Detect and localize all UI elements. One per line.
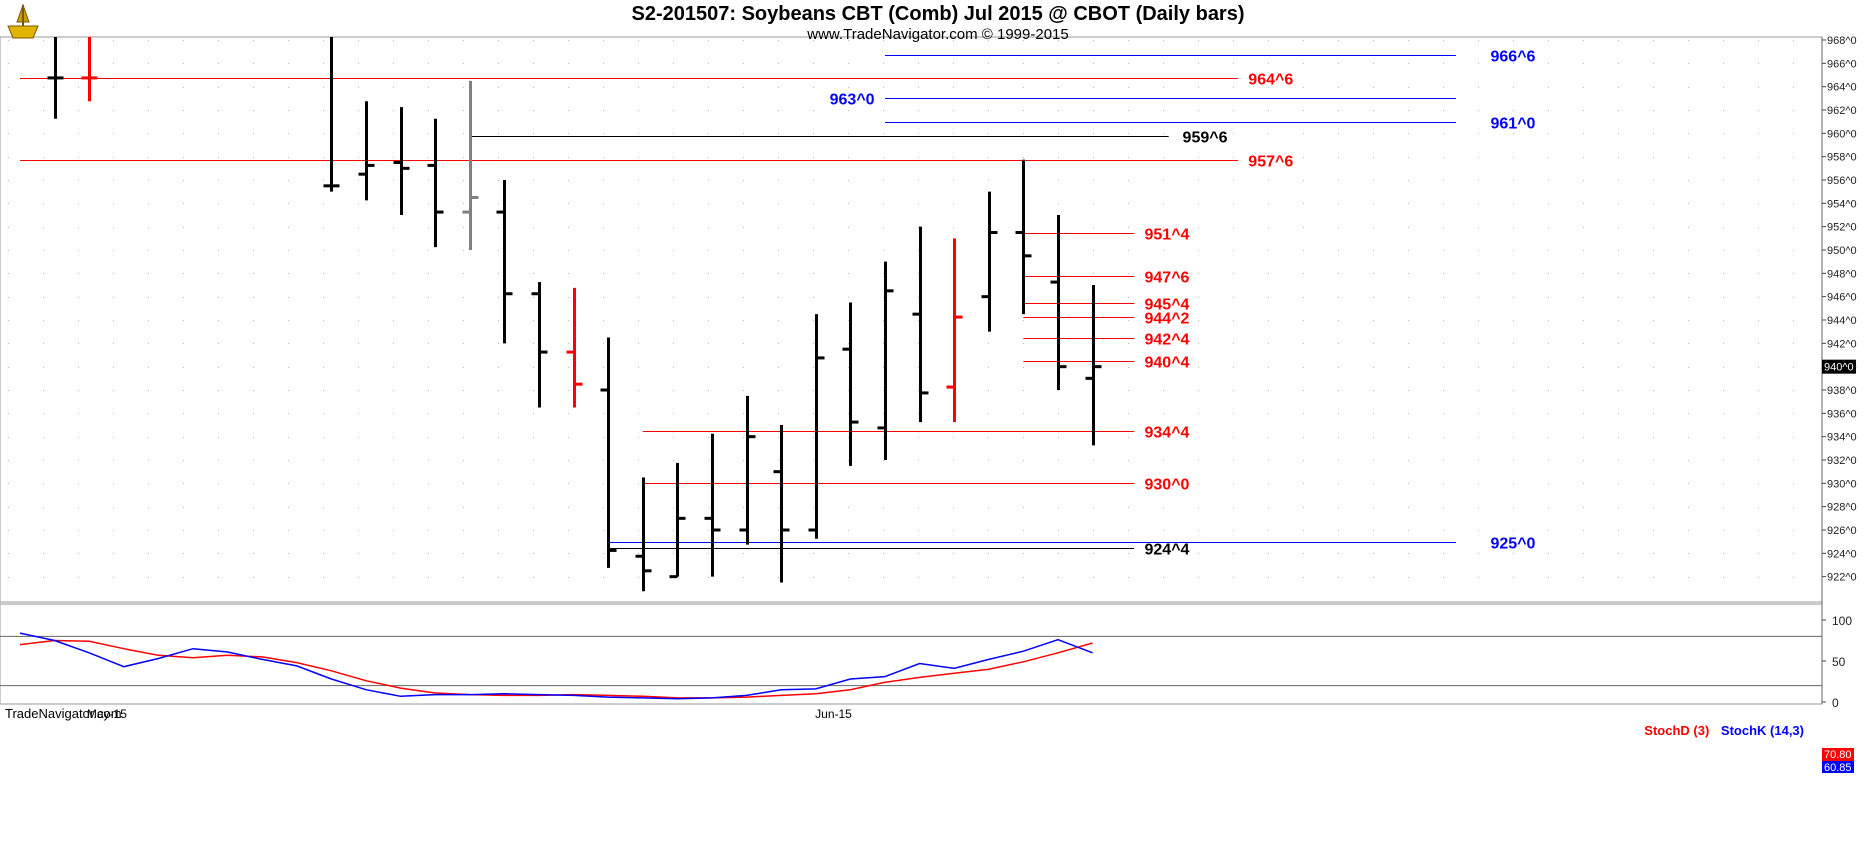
y-tick-label: 946^0 [1827, 292, 1857, 304]
y-tick-label: 960^0 [1827, 128, 1857, 140]
price-panel-frame [0, 36, 1823, 603]
y-tick-label: 938^0 [1827, 385, 1857, 397]
y-tick-label: 944^0 [1827, 315, 1857, 327]
y-tick-label: 958^0 [1827, 152, 1857, 164]
level-label: 924^4 [1145, 542, 1190, 559]
level-label: 963^0 [830, 92, 875, 109]
y-tick-label: 952^0 [1827, 222, 1857, 234]
y-tick-label: 926^0 [1827, 525, 1857, 537]
y-tick-label: 932^0 [1827, 455, 1857, 467]
level-label: 930^0 [1145, 477, 1190, 494]
y-tick-label: 968^0 [1827, 35, 1857, 47]
level-label: 951^4 [1145, 227, 1190, 244]
osc-y-tick-label: 0 [1832, 696, 1839, 710]
level-label: 957^6 [1248, 154, 1293, 171]
oscillator-panel-frame [0, 603, 1823, 705]
level-label: 961^0 [1491, 116, 1536, 133]
chart-title: S2-201507: Soybeans CBT (Comb) Jul 2015 … [631, 3, 1245, 25]
stochd-last-label: 70.80 [1824, 749, 1852, 761]
osc-y-tick-label: 100 [1832, 614, 1852, 628]
chart-subtitle: www.TradeNavigator.com © 1999-2015 [807, 26, 1069, 43]
stochk-last-label: 60.85 [1824, 762, 1852, 774]
y-tick-label: 954^0 [1827, 198, 1857, 210]
y-tick-label: 950^0 [1827, 245, 1857, 257]
level-label: 942^4 [1145, 332, 1190, 349]
y-tick-label: 930^0 [1827, 478, 1857, 490]
y-tick-label: 928^0 [1827, 502, 1857, 514]
watermark: TradeNavigator.com [5, 706, 122, 721]
level-label: 959^6 [1183, 130, 1228, 147]
y-tick-label: 942^0 [1827, 338, 1857, 350]
y-tick-label: 922^0 [1827, 572, 1857, 584]
x-tick-label: Jun-15 [815, 707, 852, 721]
y-tick-label: 924^0 [1827, 548, 1857, 560]
level-label: 966^6 [1491, 49, 1536, 66]
level-label: 964^6 [1248, 72, 1293, 89]
x-tick-label: May-15 [87, 707, 127, 721]
level-label: 945^4 [1145, 297, 1190, 314]
trade-navigator-logo [2, 2, 44, 42]
level-label: 944^2 [1145, 311, 1190, 328]
indicator-legend: StochD (3) StochK (14,3) [1636, 723, 1804, 738]
y-tick-label: 964^0 [1827, 82, 1857, 94]
level-label: 925^0 [1491, 536, 1536, 553]
level-label: 947^6 [1145, 270, 1190, 287]
y-tick-label: 948^0 [1827, 268, 1857, 280]
legend-stochk: StochK (14,3) [1720, 723, 1804, 738]
y-tick-label: 966^0 [1827, 58, 1857, 70]
stochd-last-box [1822, 748, 1854, 761]
level-label: 940^4 [1145, 355, 1190, 372]
y-tick-label: 936^0 [1827, 408, 1857, 420]
y-tick-label: 934^0 [1827, 432, 1857, 444]
last-price-box [1822, 359, 1856, 374]
last-price-label: 940^0 [1824, 362, 1854, 374]
stochk-last-box [1822, 761, 1854, 773]
osc-series-line [19, 632, 1093, 700]
osc-y-tick-label: 50 [1832, 655, 1846, 669]
level-label: 934^4 [1145, 425, 1190, 442]
y-tick-label: 956^0 [1827, 175, 1857, 187]
legend-stochd: StochD (3) [1644, 723, 1710, 738]
y-tick-label: 962^0 [1827, 105, 1857, 117]
